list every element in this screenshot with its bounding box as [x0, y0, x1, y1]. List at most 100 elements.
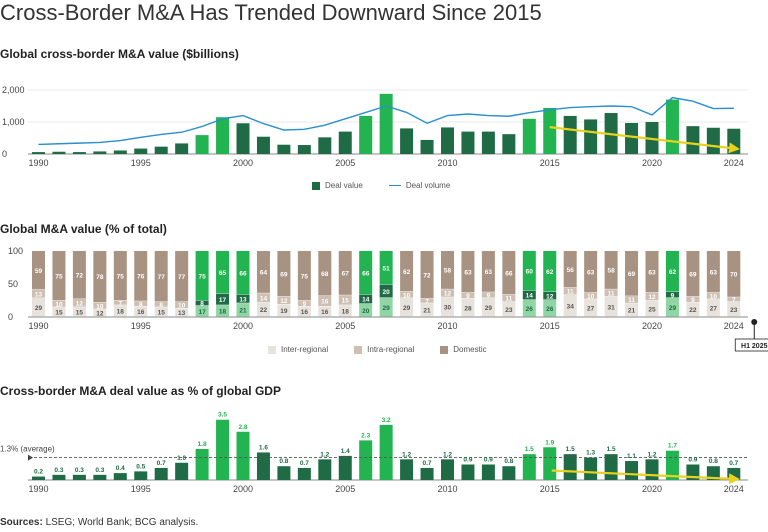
bar	[338, 131, 352, 154]
data-label: 15	[158, 310, 166, 317]
data-label: 10	[96, 303, 104, 310]
data-label: 9	[466, 293, 470, 300]
data-label: 8	[139, 301, 143, 308]
x-tick-label: 1990	[28, 321, 48, 331]
bar-segment	[645, 251, 659, 293]
value-legend: Deal value Deal volume	[312, 181, 476, 190]
bar-segment	[113, 251, 127, 301]
h1-marker-label: H1 2025	[741, 343, 768, 350]
data-label: 13	[35, 291, 43, 298]
pct-chart: 0501002913591510751512721210781877516876…	[8, 246, 768, 352]
bar-segment	[481, 292, 495, 298]
data-label: 29	[383, 305, 391, 312]
bar	[584, 119, 598, 154]
y-tick-label: 2,000	[2, 85, 25, 95]
trend-arrow	[551, 469, 740, 485]
bar-segment	[277, 251, 291, 297]
bar	[359, 440, 373, 480]
data-label: 18	[117, 309, 125, 316]
bar-segment	[584, 251, 598, 293]
bar	[256, 136, 270, 154]
bar-segment	[359, 251, 373, 295]
bar	[543, 107, 557, 154]
data-label: 0.7	[423, 460, 432, 467]
bar	[645, 459, 659, 480]
bar-segment	[195, 300, 209, 306]
bar-segment	[379, 251, 393, 285]
x-tick-label: 2000	[233, 158, 253, 168]
data-label: 69	[280, 271, 288, 278]
data-label: 10	[403, 292, 411, 299]
bar	[277, 144, 291, 154]
bar	[277, 466, 291, 480]
sources-label: Sources:	[0, 517, 43, 528]
data-label: 0.8	[504, 458, 513, 465]
bar-segment	[502, 251, 516, 295]
bar-segment	[563, 287, 577, 295]
data-label: 11	[567, 289, 574, 296]
bar-segment	[420, 251, 434, 299]
bar-segment	[134, 301, 148, 307]
bar	[195, 135, 209, 154]
legend-deal-value: Deal value	[312, 181, 363, 190]
data-label: 9	[303, 301, 307, 308]
average-marker	[28, 454, 33, 461]
intra-swatch	[354, 345, 363, 354]
y-tick-label: 0	[8, 312, 13, 322]
bar	[216, 419, 230, 480]
bar-segment	[400, 298, 414, 317]
data-label: 0.7	[157, 460, 166, 467]
y-tick-label: 0	[2, 149, 7, 159]
bar-segment	[686, 296, 700, 303]
bar	[236, 123, 250, 154]
data-label: 1.6	[259, 444, 268, 451]
data-label: 67	[342, 271, 350, 278]
bar-segment	[216, 293, 230, 305]
bar-segment	[625, 251, 639, 296]
data-label: 27	[587, 306, 595, 313]
x-tick-label: 2020	[642, 158, 662, 168]
y-tick-label: 100	[8, 246, 23, 256]
bar-segment	[175, 251, 189, 302]
bar	[706, 127, 720, 154]
x-tick-label: 2010	[437, 321, 457, 331]
data-label: 21	[423, 308, 431, 315]
y-tick-label: 50	[8, 279, 18, 289]
data-label: 23	[505, 307, 513, 314]
data-label: 0.8	[279, 458, 288, 465]
data-label: 68	[321, 271, 329, 278]
bar	[441, 127, 454, 154]
bar	[584, 457, 598, 480]
bar	[154, 146, 168, 154]
data-label: 0.9	[463, 457, 472, 464]
data-label: 69	[689, 271, 697, 278]
bar-segment	[277, 296, 291, 305]
data-label: 1.8	[198, 441, 207, 448]
bar	[175, 462, 189, 480]
x-tick-label: 2024	[724, 321, 744, 331]
data-label: 34	[567, 303, 575, 310]
bar-segment	[686, 302, 700, 317]
bar	[625, 122, 639, 154]
data-label: 8	[200, 301, 204, 308]
bar	[32, 152, 45, 154]
data-label: 75	[301, 273, 309, 280]
bar	[113, 473, 127, 480]
data-label: 30	[444, 305, 452, 312]
bar-segment	[461, 251, 475, 293]
data-label: 1.5	[607, 446, 616, 453]
data-label: 0.3	[54, 467, 63, 474]
data-label: 72	[76, 273, 84, 280]
data-label: 16	[137, 309, 145, 316]
bar-segment	[297, 300, 311, 307]
data-label: 0.4	[116, 465, 125, 472]
data-label: 63	[648, 269, 656, 276]
legend-deal-value-label: Deal value	[325, 181, 363, 190]
data-label: 0.7	[300, 460, 309, 467]
bar	[318, 459, 332, 480]
legend-deal-volume-label: Deal volume	[405, 181, 451, 190]
bar-segment	[584, 299, 598, 317]
bar-segment	[420, 298, 434, 303]
x-tick-label: 1990	[28, 158, 48, 168]
bar-segment	[665, 291, 679, 298]
